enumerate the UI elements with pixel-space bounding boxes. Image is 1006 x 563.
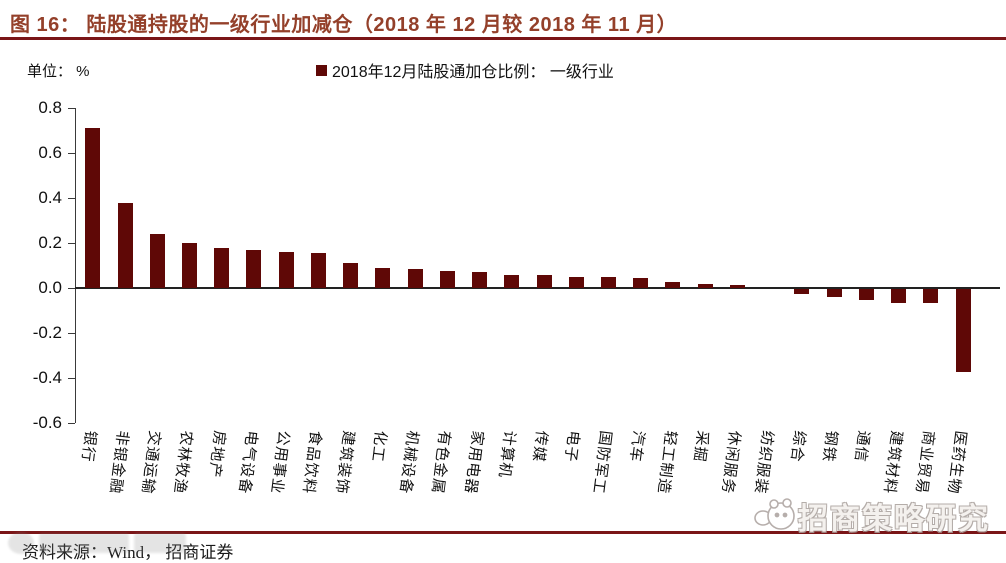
legend-square-icon: [316, 64, 327, 76]
y-tick-label: -0.6: [32, 413, 62, 432]
x-category-label: 轻工制造: [654, 429, 678, 496]
x-axis-line: [75, 287, 1000, 289]
x-category-label: 食品饮料: [299, 429, 324, 496]
y-tick-mark: [68, 153, 75, 154]
x-category-label: 综合: [787, 429, 807, 464]
x-category-label: 国防军工: [589, 429, 614, 496]
y-tick-label: 0.2: [38, 233, 62, 252]
x-category-label: 房地产: [205, 429, 227, 480]
bar-银行: [85, 128, 101, 288]
bar-电气设备: [246, 249, 262, 288]
x-category-label: 公用事业: [267, 429, 292, 496]
x-category-label: 建筑材料: [879, 429, 904, 496]
title-divider-line: [0, 37, 1006, 40]
y-tick-mark: [68, 243, 75, 244]
bar-钢铁: [826, 289, 842, 297]
y-tick-label: -0.4: [32, 368, 62, 387]
bar-通信: [858, 289, 874, 301]
y-tick-label: 0.8: [38, 98, 62, 117]
bar-国防军工: [600, 276, 616, 288]
x-category-label: 传媒: [529, 429, 550, 464]
bar-有色金属: [439, 271, 455, 288]
bar-公用事业: [278, 252, 294, 288]
x-category-label: 非银金融: [106, 429, 131, 496]
bar-商业贸易: [923, 289, 939, 303]
x-category-label: 机械设备: [396, 429, 421, 496]
chart-legend: 2018年12月陆股通加仓比例： 一级行业: [316, 58, 614, 82]
y-tick-mark: [68, 198, 75, 199]
x-category-label: 商业贸易: [912, 429, 936, 496]
x-category-label: 家用电器: [460, 429, 485, 496]
x-category-label: 休闲服务: [718, 429, 743, 496]
bar-非银金融: [117, 202, 133, 288]
bar-电子: [568, 276, 584, 288]
bar-食品饮料: [310, 253, 326, 288]
bar-建筑材料: [891, 289, 907, 303]
bar-交通运输: [149, 234, 165, 288]
y-tick-label: 0.4: [38, 188, 62, 207]
y-tick-mark: [68, 378, 75, 379]
bar-化工: [375, 267, 391, 288]
bar-采掘: [697, 283, 713, 288]
x-category-label: 医药生物: [944, 429, 969, 496]
bar-农林牧渔: [181, 243, 197, 288]
x-category-label: 钢铁: [819, 429, 840, 464]
bar-医药生物: [955, 289, 971, 373]
bar-轻工制造: [665, 282, 681, 288]
data-source-note: 资料来源：Wind， 招商证券: [22, 543, 234, 562]
bar-建筑装饰: [343, 263, 359, 288]
x-category-label: 电子: [561, 429, 582, 464]
bar-汽车: [633, 277, 649, 288]
bar-家用电器: [472, 272, 488, 288]
y-tick-mark: [68, 108, 75, 109]
y-tick-mark: [68, 288, 75, 289]
unit-label: 单位： %: [27, 63, 90, 80]
figure-title: 图 16： 陆股通持股的一级行业加减仓（2018 年 12 月较 2018 年 …: [10, 14, 678, 36]
x-category-label: 农林牧渔: [170, 429, 195, 496]
y-axis-line: [75, 108, 76, 423]
y-tick-label: 0.6: [38, 143, 62, 162]
bar-休闲服务: [729, 284, 745, 288]
x-category-label: 电气设备: [235, 429, 259, 496]
bar-传媒: [536, 274, 552, 288]
x-category-label: 建筑装饰: [331, 429, 356, 496]
y-tick-label: -0.2: [32, 323, 62, 342]
x-category-label: 采掘: [690, 429, 711, 464]
bar-计算机: [504, 274, 520, 288]
y-tick-label: 0.0: [38, 278, 62, 297]
legend-label: 2018年12月陆股通加仓比例： 一级行业: [332, 64, 614, 81]
x-category-label: 通信: [851, 429, 872, 464]
footer-divider-line: [0, 531, 1006, 534]
x-category-label: 计算机: [495, 429, 517, 480]
bar-房地产: [214, 247, 230, 288]
x-category-label: 汽车: [625, 429, 646, 464]
x-category-label: 有色金属: [428, 429, 453, 496]
y-tick-mark: [68, 333, 75, 334]
x-category-label: 交通运输: [138, 429, 163, 496]
x-category-label: 银行: [78, 429, 98, 464]
x-category-label: 纺织服装: [750, 429, 775, 496]
bar-综合: [794, 289, 810, 294]
x-category-label: 化工: [368, 429, 388, 464]
y-tick-mark: [68, 423, 75, 424]
bar-机械设备: [407, 268, 423, 288]
